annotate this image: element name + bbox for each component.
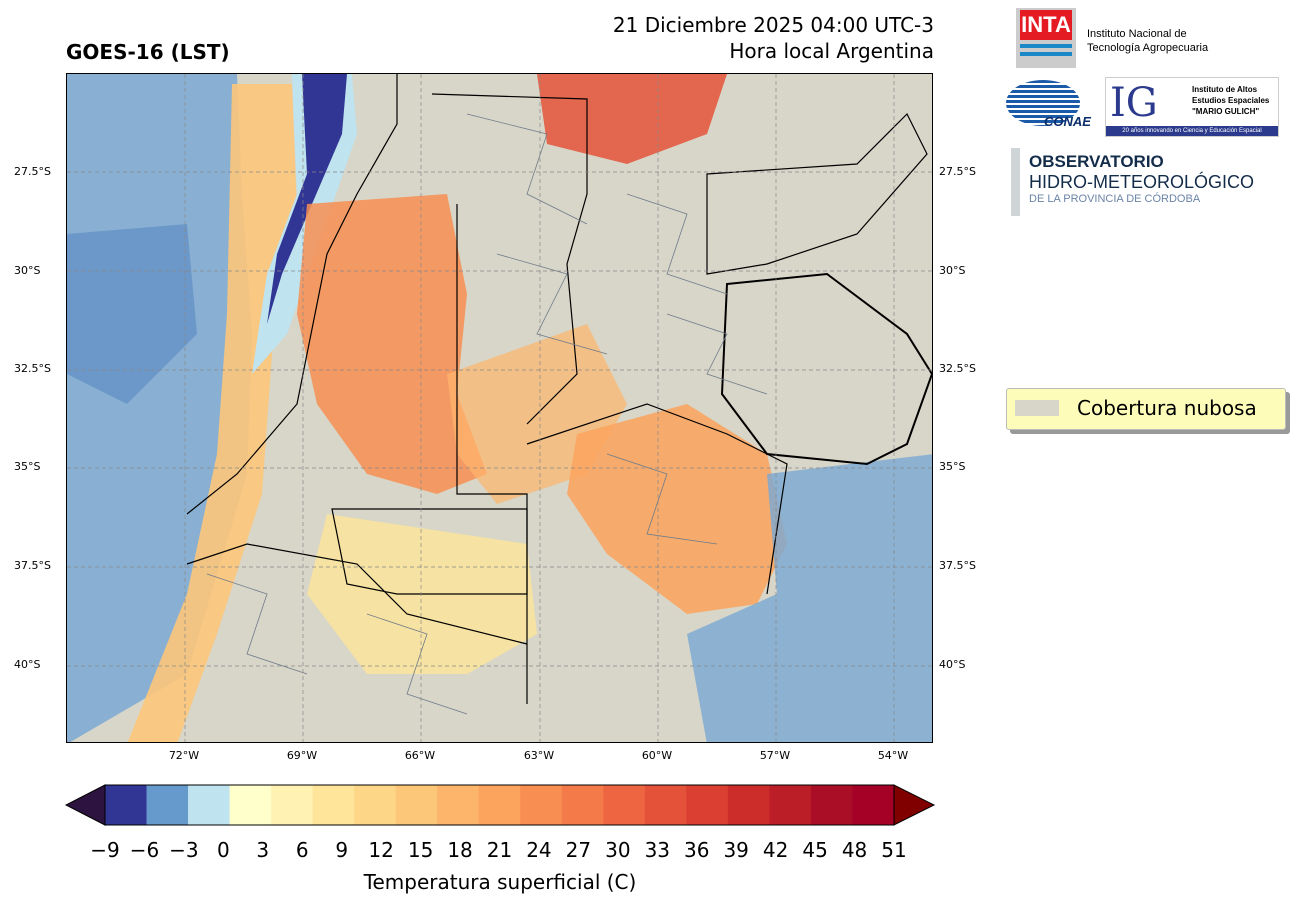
inta-logo: INTA xyxy=(1016,8,1076,68)
lon-tick-label: 54°W xyxy=(877,749,909,762)
colorbar-title: Temperatura superficial (C) xyxy=(363,870,637,894)
lat-tick-label: 30°S xyxy=(939,264,966,277)
lat-tick-label: 35°S xyxy=(14,460,41,473)
lat-tick-label: 40°S xyxy=(14,658,41,671)
colorbar-tick-label: 33 xyxy=(644,838,671,862)
colorbar-tick-label: 0 xyxy=(216,838,230,862)
lat-tick-label: 37.5°S xyxy=(939,559,976,572)
lon-tick-label: 69°W xyxy=(286,749,318,762)
colorbar-bin xyxy=(603,785,646,825)
lon-tick-label: 63°W xyxy=(523,749,555,762)
lat-tick-label: 27.5°S xyxy=(939,165,976,178)
colorbar-bin xyxy=(354,785,397,825)
colorbar-tick-label: 18 xyxy=(447,838,473,862)
lat-tick-label: 30°S xyxy=(14,264,41,277)
conae-logo: CONAE xyxy=(1004,78,1091,130)
colorbar-tick-label: 36 xyxy=(684,838,710,862)
legend-label: Cobertura nubosa xyxy=(1077,396,1257,420)
colorbar-bin xyxy=(520,785,563,825)
colorbar-bin xyxy=(271,785,314,825)
colorbar-tick-label: 3 xyxy=(256,838,270,862)
lat-tick-label: 32.5°S xyxy=(14,362,51,375)
colorbar-tick-label: 51 xyxy=(881,838,907,862)
colorbar-bin xyxy=(437,785,480,825)
map-canvas xyxy=(67,74,932,742)
colorbar-over-arrow xyxy=(893,784,936,826)
lat-tick-label: 35°S xyxy=(939,460,966,473)
colorbar-bin xyxy=(769,785,812,825)
colorbar-tick-label: 27 xyxy=(565,838,592,862)
colorbar-tick-label: −9 xyxy=(90,838,120,862)
colorbar-bin xyxy=(478,785,521,825)
colorbar-bin xyxy=(644,785,687,825)
local-time-line: Hora local Argentina xyxy=(729,39,934,63)
lon-tick-label: 66°W xyxy=(404,749,436,762)
colorbar-bin xyxy=(146,785,189,825)
colorbar-tick-label: 48 xyxy=(841,838,868,862)
inta-name: Instituto Nacional de Tecnología Agropec… xyxy=(1087,28,1209,54)
colorbar-bin xyxy=(395,785,438,825)
colorbar-tick-label: 30 xyxy=(605,838,631,862)
lon-tick-label: 57°W xyxy=(759,749,791,762)
colorbar-tick-label: −6 xyxy=(129,838,160,862)
ohm-bar xyxy=(1011,148,1020,216)
cloud-cover-swatch xyxy=(1015,400,1059,416)
colorbar-border xyxy=(104,784,895,826)
date-line: 21 Diciembre 2025 04:00 UTC-3 xyxy=(612,13,934,37)
lat-tick-label: 37.5°S xyxy=(14,559,51,572)
colorbar-under-arrow xyxy=(64,784,106,826)
colorbar-svg xyxy=(64,784,936,826)
colorbar-tick-label: 6 xyxy=(295,838,309,862)
colorbar-bin xyxy=(229,785,272,825)
colorbar-tick-label: 42 xyxy=(762,838,789,862)
colorbar-bin xyxy=(561,785,604,825)
colorbar-tick-label: 45 xyxy=(802,838,828,862)
ig-logo: IG Instituto de Altos Estudios Espaciale… xyxy=(1105,77,1279,137)
colorbar-tick-label: 24 xyxy=(526,838,552,862)
colorbar-bin xyxy=(852,785,895,825)
lat-tick-label: 27.5°S xyxy=(14,165,51,178)
cloud-cover-legend: Cobertura nubosa xyxy=(1006,388,1286,430)
ohm-logo: OBSERVATORIO HIDRO-METEOROLÓGICO DE LA P… xyxy=(1029,152,1255,205)
colorbar-bin xyxy=(188,785,231,825)
colorbar-tick-label: 12 xyxy=(368,838,394,862)
colorbar-tick-label: 39 xyxy=(723,838,749,862)
lat-tick-label: 40°S xyxy=(939,658,966,671)
colorbar-bin xyxy=(105,785,148,825)
lon-tick-label: 72°W xyxy=(168,749,200,762)
inta-letters: INTA xyxy=(1020,10,1072,40)
timestamp-block: 21 Diciembre 2025 04:00 UTC-3 Hora local… xyxy=(613,12,934,64)
colorbar-bin xyxy=(810,785,853,825)
colorbar-bin xyxy=(312,785,355,825)
colorbar-bin xyxy=(727,785,770,825)
colorbar-tick-label: 21 xyxy=(486,838,513,862)
colorbar-tick-label: 9 xyxy=(335,838,349,862)
temperature-map xyxy=(66,73,933,743)
colorbar-tick-label: −3 xyxy=(169,838,199,862)
map-title: GOES-16 (LST) xyxy=(66,40,230,64)
colorbar-tick-label: 15 xyxy=(407,838,434,862)
colorbar xyxy=(60,782,940,828)
lat-tick-label: 32.5°S xyxy=(939,362,976,375)
colorbar-bin xyxy=(686,785,729,825)
lon-tick-label: 60°W xyxy=(641,749,673,762)
